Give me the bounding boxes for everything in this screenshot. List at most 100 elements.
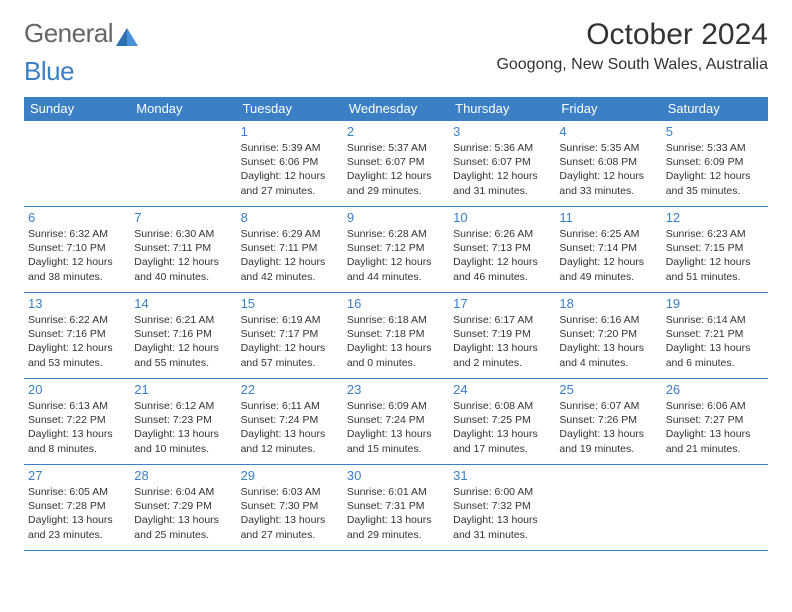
sunrise-line: Sunrise: 6:01 AM <box>347 485 445 499</box>
sunset-line: Sunset: 7:26 PM <box>559 413 657 427</box>
daylight-line: Daylight: 12 hours and 29 minutes. <box>347 169 445 197</box>
sunrise-line: Sunrise: 6:06 AM <box>666 399 764 413</box>
daylight-line: Daylight: 13 hours and 21 minutes. <box>666 427 764 455</box>
daylight-line: Daylight: 12 hours and 46 minutes. <box>453 255 551 283</box>
day-number: 15 <box>241 296 339 311</box>
calendar-cell: 9Sunrise: 6:28 AMSunset: 7:12 PMDaylight… <box>343 207 449 293</box>
calendar-cell: 1Sunrise: 5:39 AMSunset: 6:06 PMDaylight… <box>237 121 343 207</box>
day-number: 10 <box>453 210 551 225</box>
calendar-cell: 14Sunrise: 6:21 AMSunset: 7:16 PMDayligh… <box>130 293 236 379</box>
day-number: 12 <box>666 210 764 225</box>
calendar-cell: 2 Sunrise: 5:37 AMSunset: 6:07 PMDaylight… <box>343 121 449 207</box>
calendar-cell: 16Sunrise: 6:18 AMSunset: 7:18 PMDayligh… <box>343 293 449 379</box>
sunset-line: Sunset: 7:29 PM <box>134 499 232 513</box>
daylight-line: Daylight: 12 hours and 38 minutes. <box>28 255 126 283</box>
sunset-line: Sunset: 7:16 PM <box>134 327 232 341</box>
sunrise-line: Sunrise: 6:21 AM <box>134 313 232 327</box>
day-number: 6 <box>28 210 126 225</box>
sunrise-line: Sunrise: 6:25 AM <box>559 227 657 241</box>
daylight-line: Daylight: 12 hours and 51 minutes. <box>666 255 764 283</box>
day-number: 14 <box>134 296 232 311</box>
calendar-cell: 11Sunrise: 6:25 AMSunset: 7:14 PMDayligh… <box>555 207 661 293</box>
sunset-line: Sunset: 7:31 PM <box>347 499 445 513</box>
daylight-line: Daylight: 13 hours and 25 minutes. <box>134 513 232 541</box>
calendar-cell: 29Sunrise: 6:03 AMSunset: 7:30 PMDayligh… <box>237 465 343 551</box>
month-title: October 2024 <box>496 18 768 52</box>
sunset-line: Sunset: 7:32 PM <box>453 499 551 513</box>
calendar-cell <box>662 465 768 551</box>
sunrise-line: Sunrise: 6:18 AM <box>347 313 445 327</box>
sunrise-line: Sunrise: 6:30 AM <box>134 227 232 241</box>
location-text: Googong, New South Wales, Australia <box>496 56 768 74</box>
calendar-cell: 4Sunrise: 5:35 AMSunset: 6:08 PMDaylight… <box>555 121 661 207</box>
day-number: 2 <box>347 124 445 139</box>
day-number: 9 <box>347 210 445 225</box>
calendar-cell: 5Sunrise: 5:33 AMSunset: 6:09 PMDaylight… <box>662 121 768 207</box>
day-number: 26 <box>666 382 764 397</box>
calendar-week-row: 1Sunrise: 5:39 AMSunset: 6:06 PMDaylight… <box>24 121 768 207</box>
daylight-line: Daylight: 12 hours and 49 minutes. <box>559 255 657 283</box>
sunrise-line: Sunrise: 6:08 AM <box>453 399 551 413</box>
day-number: 25 <box>559 382 657 397</box>
daylight-line: Daylight: 13 hours and 4 minutes. <box>559 341 657 369</box>
sunset-line: Sunset: 6:06 PM <box>241 155 339 169</box>
day-number: 13 <box>28 296 126 311</box>
daylight-line: Daylight: 13 hours and 17 minutes. <box>453 427 551 455</box>
day-number: 11 <box>559 210 657 225</box>
daylight-line: Daylight: 12 hours and 33 minutes. <box>559 169 657 197</box>
calendar-cell: 27Sunrise: 6:05 AMSunset: 7:28 PMDayligh… <box>24 465 130 551</box>
daylight-line: Daylight: 13 hours and 31 minutes. <box>453 513 551 541</box>
calendar-cell: 21Sunrise: 6:12 AMSunset: 7:23 PMDayligh… <box>130 379 236 465</box>
sunset-line: Sunset: 6:07 PM <box>347 155 445 169</box>
daylight-line: Daylight: 13 hours and 29 minutes. <box>347 513 445 541</box>
sunset-line: Sunset: 7:11 PM <box>241 241 339 255</box>
sunrise-line: Sunrise: 6:00 AM <box>453 485 551 499</box>
day-number: 3 <box>453 124 551 139</box>
calendar-cell: 30 Sunrise: 6:01 AMSunset: 7:31 PMDayligh… <box>343 465 449 551</box>
sunrise-line: Sunrise: 6:32 AM <box>28 227 126 241</box>
day-number: 22 <box>241 382 339 397</box>
day-number: 17 <box>453 296 551 311</box>
day-number: 21 <box>134 382 232 397</box>
logo-mark-icon <box>116 22 138 53</box>
daylight-line: Daylight: 12 hours and 53 minutes. <box>28 341 126 369</box>
calendar-week-row: 27 Sunrise: 6:05 AMSunset: 7:28 PM Dayligh… <box>24 465 768 551</box>
day-number: 7 <box>134 210 232 225</box>
sunrise-line: Sunrise: 6:16 AM <box>559 313 657 327</box>
sunrise-line: Sunrise: 6:12 AM <box>134 399 232 413</box>
daylight-line: Daylight: 13 hours and 8 minutes. <box>28 427 126 455</box>
sunrise-line: Sunrise: 6:04 AM <box>134 485 232 499</box>
daylight-line: Daylight: 12 hours and 35 minutes. <box>666 169 764 197</box>
sunrise-line: Sunrise: 5:37 AM <box>347 141 445 155</box>
day-number: 29 <box>241 468 339 483</box>
sunset-line: Sunset: 7:18 PM <box>347 327 445 341</box>
day-number: 24 <box>453 382 551 397</box>
logo: General <box>24 18 138 53</box>
sunrise-line: Sunrise: 5:39 AM <box>241 141 339 155</box>
day-number: 30 <box>347 468 445 483</box>
calendar-cell: 28Sunrise: 6:04 AMSunset: 7:29 PMDayligh… <box>130 465 236 551</box>
sunset-line: Sunset: 7:22 PM <box>28 413 126 427</box>
day-header: Tuesday <box>237 97 343 121</box>
logo-text-1: General <box>24 18 113 49</box>
daylight-line: Daylight: 12 hours and 27 minutes. <box>241 169 339 197</box>
sunrise-line: Sunrise: 6:05 AM <box>28 485 126 499</box>
calendar-table: SundayMondayTuesdayWednesdayThursdayFrid… <box>24 97 768 551</box>
calendar-cell: 31Sunrise: 6:00 AMSunset: 7:32 PMDayligh… <box>449 465 555 551</box>
sunset-line: Sunset: 7:25 PM <box>453 413 551 427</box>
calendar-body: 1Sunrise: 5:39 AMSunset: 6:06 PMDaylight… <box>24 121 768 551</box>
sunset-line: Sunset: 7:20 PM <box>559 327 657 341</box>
sunset-line: Sunset: 7:28 PM <box>28 499 126 513</box>
sunset-line: Sunset: 7:10 PM <box>28 241 126 255</box>
daylight-line: Daylight: 13 hours and 10 minutes. <box>134 427 232 455</box>
sunset-line: Sunset: 7:27 PM <box>666 413 764 427</box>
calendar-cell <box>555 465 661 551</box>
day-number: 27 <box>28 468 126 483</box>
daylight-line: Daylight: 12 hours and 31 minutes. <box>453 169 551 197</box>
sunrise-line: Sunrise: 6:11 AM <box>241 399 339 413</box>
sunset-line: Sunset: 7:21 PM <box>666 327 764 341</box>
sunset-line: Sunset: 6:07 PM <box>453 155 551 169</box>
sunrise-line: Sunrise: 6:17 AM <box>453 313 551 327</box>
daylight-line: Daylight: 13 hours and 0 minutes. <box>347 341 445 369</box>
sunset-line: Sunset: 7:11 PM <box>134 241 232 255</box>
